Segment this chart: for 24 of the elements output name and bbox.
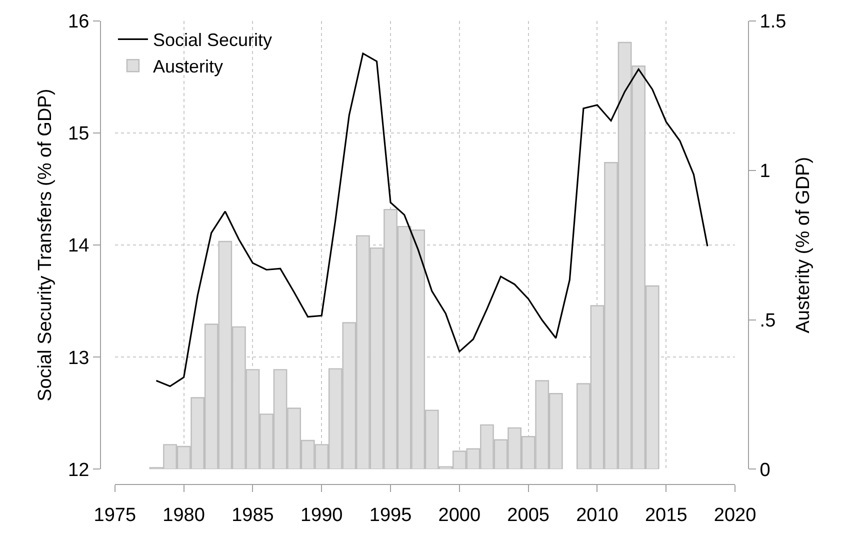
legend-label: Social Security bbox=[152, 30, 272, 50]
y2-tick-label: 1 bbox=[760, 161, 770, 182]
y2-tick-label: 0 bbox=[760, 460, 770, 481]
x-tick-label: 1990 bbox=[300, 504, 343, 526]
x-tick-label: 2010 bbox=[576, 504, 618, 526]
legend-label: Austerity bbox=[152, 56, 223, 77]
y-tick-label: 16 bbox=[68, 12, 90, 33]
x-tick-label: 2015 bbox=[644, 504, 688, 526]
y-tick-label: 13 bbox=[68, 348, 90, 369]
y2-axis-title: Austerity (% of GDP) bbox=[793, 156, 814, 334]
x-tick-label: 1975 bbox=[94, 504, 136, 526]
y-tick-label: 14 bbox=[68, 236, 90, 257]
y-axis-title: Social Security Transfers (% of GDP) bbox=[34, 88, 56, 402]
line-series bbox=[155, 52, 708, 388]
x-tick-label: 2000 bbox=[438, 504, 481, 526]
y2-tick-label: 1.5 bbox=[760, 12, 786, 33]
y-tick-label: 15 bbox=[68, 124, 90, 145]
x-tick-label: 1995 bbox=[369, 504, 412, 526]
x-tick-label: 1980 bbox=[162, 504, 205, 526]
x-tick-label: 1985 bbox=[232, 504, 274, 526]
x-tick-label: 2005 bbox=[507, 504, 550, 526]
x-tick-label: 2020 bbox=[714, 504, 756, 526]
y-tick-label: 12 bbox=[68, 460, 90, 481]
y2-tick-label: .5 bbox=[760, 310, 776, 332]
